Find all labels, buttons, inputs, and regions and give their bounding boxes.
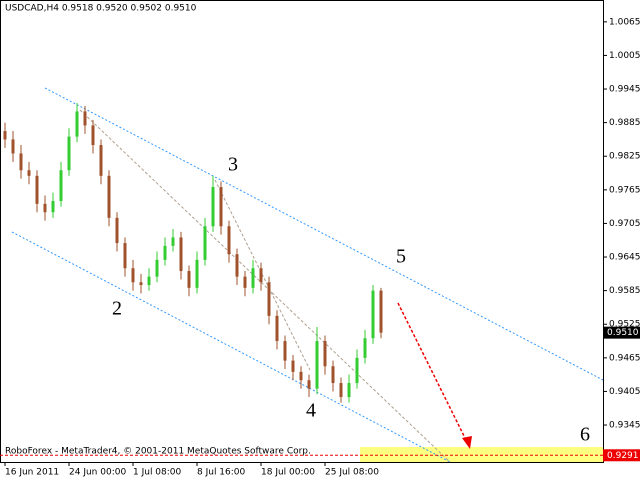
bar-body xyxy=(139,282,143,286)
bar-body xyxy=(115,217,119,244)
y-tick-label: 1.0065 xyxy=(609,17,640,27)
wave-label: 3 xyxy=(228,154,238,176)
bar-body xyxy=(331,366,335,384)
header: USDCAD,H4 0.9518 0.9520 0.9502 0.9510 xyxy=(5,4,197,14)
x-tick-label: 24 Jun 00:00 xyxy=(69,468,126,478)
bar-body xyxy=(43,203,47,213)
bar-body xyxy=(27,170,31,176)
bar-body xyxy=(235,254,239,277)
y-tick-label: 0.9345 xyxy=(609,421,640,431)
wave-label: 5 xyxy=(396,246,406,268)
footer: RoboForex - MetaTrader4, © 2001-2011 Met… xyxy=(5,447,311,457)
target-zone xyxy=(360,447,603,462)
bar-body xyxy=(227,226,231,255)
bar-body xyxy=(187,271,191,288)
bar-body xyxy=(123,243,127,269)
bar-body xyxy=(219,187,223,227)
bar-body xyxy=(339,383,343,398)
bar-body xyxy=(363,338,367,358)
bar-body xyxy=(195,259,199,288)
plot-frame xyxy=(0,0,604,463)
bar-body xyxy=(3,131,7,140)
y-tick-label: 0.9885 xyxy=(609,118,640,128)
bar-body xyxy=(83,111,87,126)
bar-body xyxy=(307,380,311,389)
y-tick-label: 0.9585 xyxy=(609,286,640,296)
bar-body xyxy=(203,226,207,260)
bar-body xyxy=(35,175,39,204)
bar-body xyxy=(91,125,95,146)
bar-body xyxy=(147,276,151,286)
x-tick-label: 18 Jul 00:00 xyxy=(261,468,315,478)
wave-label: 4 xyxy=(306,400,316,422)
bar-body xyxy=(299,371,303,381)
y-tick-label: 1.0005 xyxy=(609,51,640,61)
x-tick-label: 25 Jul 08:00 xyxy=(325,468,379,478)
bar-body xyxy=(131,268,135,283)
wave-label: 6 xyxy=(580,424,590,446)
bar-body xyxy=(259,268,263,283)
bar-body xyxy=(211,187,215,227)
bar-body xyxy=(379,290,383,333)
bar-body xyxy=(371,290,375,339)
x-tick-label: 8 Jul 16:00 xyxy=(197,468,246,478)
bar-body xyxy=(107,175,111,218)
bar-body xyxy=(315,341,319,389)
y-tick-label: 0.9705 xyxy=(609,219,640,229)
bar-body xyxy=(11,139,15,154)
bar-body xyxy=(163,245,167,260)
channel-lower xyxy=(11,231,451,463)
channel-upper xyxy=(44,87,604,381)
bar-body xyxy=(67,136,71,171)
y-tick-label: 0.9945 xyxy=(609,85,640,95)
forecast-arrow xyxy=(397,302,469,445)
bar-body xyxy=(99,145,103,176)
bar-body xyxy=(275,315,279,342)
y-tick-label: 0.9645 xyxy=(609,253,640,263)
bar-body xyxy=(355,357,359,384)
current-price-label: 0.9510 xyxy=(607,328,639,338)
target-price-box xyxy=(603,449,640,462)
bar-body xyxy=(251,268,255,288)
x-tick-label: 1 Jul 08:00 xyxy=(133,468,182,478)
x-tick-label: 16 Jun 2011 xyxy=(5,468,59,478)
bar-body xyxy=(347,383,351,398)
y-tick-label: 0.9765 xyxy=(609,185,640,195)
bar-body xyxy=(267,282,271,316)
bar-body xyxy=(19,153,23,171)
bar-body xyxy=(283,341,287,361)
bar-body xyxy=(291,360,295,372)
current-price-box xyxy=(603,326,640,339)
arrow-head xyxy=(462,436,472,449)
bar-body xyxy=(155,259,159,277)
bar-body xyxy=(171,237,175,246)
bar-body xyxy=(75,111,79,137)
bar-body xyxy=(323,341,327,367)
y-tick-label: 0.9465 xyxy=(609,353,640,363)
bar-body xyxy=(51,201,55,213)
bar-body xyxy=(59,170,63,202)
bar-body xyxy=(179,237,183,272)
guide-line xyxy=(79,109,451,463)
target-price-label: 0.9291 xyxy=(607,451,639,461)
y-tick-label: 0.9525 xyxy=(609,320,640,330)
wave-label: 2 xyxy=(112,298,122,320)
y-tick-label: 0.9825 xyxy=(609,152,640,162)
y-tick-label: 0.9405 xyxy=(609,387,640,397)
bar-body xyxy=(243,276,247,288)
